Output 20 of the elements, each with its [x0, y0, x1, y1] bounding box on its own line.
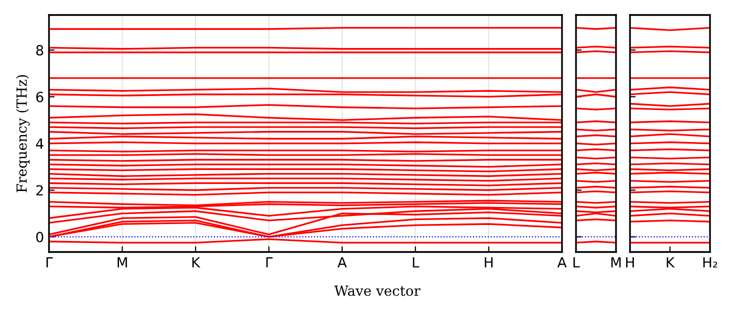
y-tick-label: 8 — [36, 44, 44, 56]
x-tick-label: K — [666, 257, 675, 268]
x-tick-label: L — [573, 257, 580, 268]
y-axis-title: Frequency (THz) — [16, 75, 30, 192]
x-tick-label: M — [611, 257, 621, 268]
x-tick-label: Γ — [266, 257, 273, 268]
x-tick-label: M — [118, 257, 127, 268]
x-axis-title: Wave vector — [334, 286, 420, 296]
x-tick-label: A — [557, 257, 567, 268]
y-tick-label: 2 — [36, 185, 43, 196]
x-tick-label: H — [626, 257, 634, 268]
x-tick-label: Γ — [46, 257, 53, 268]
x-tick-label: K — [192, 257, 200, 268]
x-tick-label: L — [412, 257, 420, 268]
y-tick-label: 6 — [36, 92, 44, 102]
x-tick-label: H₂ — [703, 257, 718, 268]
y-tick-label: 4 — [36, 138, 44, 149]
x-tick-label: A — [338, 257, 347, 268]
x-tick-label: H — [484, 257, 493, 268]
y-tick-label: 0 — [36, 232, 44, 242]
